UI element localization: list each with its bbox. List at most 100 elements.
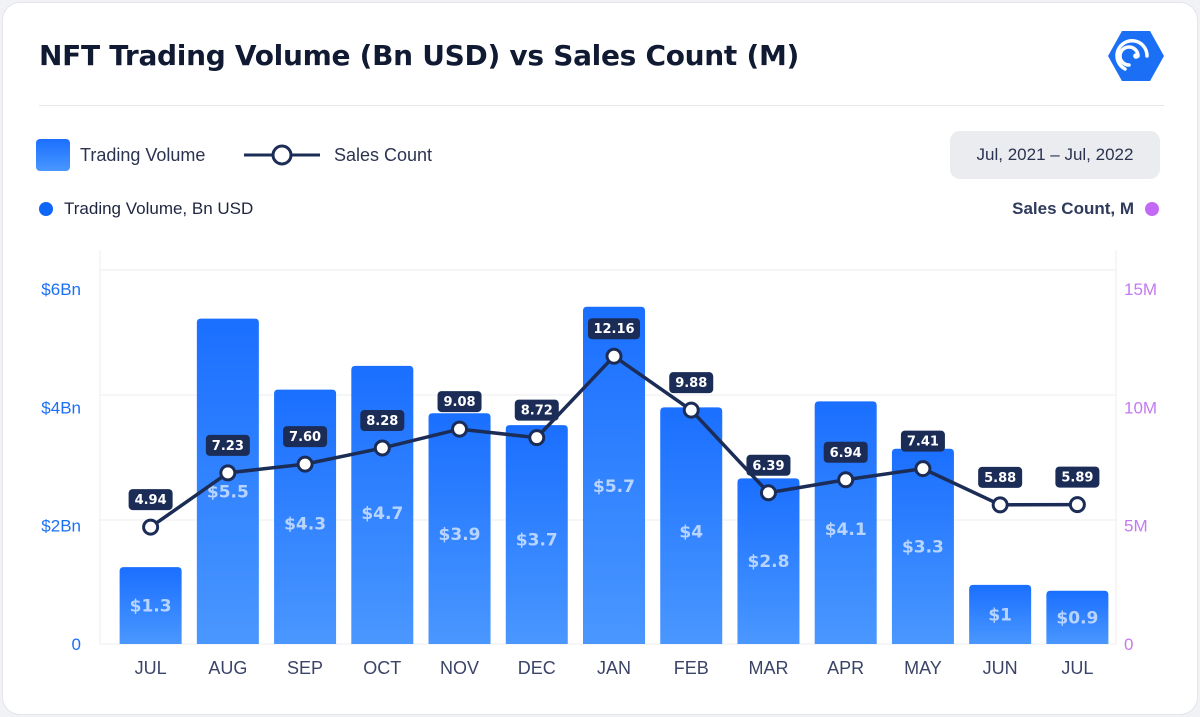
volume-bar-label: $1.3 (130, 597, 172, 617)
sales-count-label-box (900, 430, 945, 452)
sales-count-label: 9.08 (443, 395, 475, 410)
sales-count-point (1068, 496, 1086, 514)
sales-count-label-box (514, 399, 559, 421)
sales-count-point (991, 496, 1009, 514)
volume-bar-label: $4.7 (361, 504, 403, 524)
x-axis-tick-label: JUL (1061, 658, 1093, 678)
sales-count-label: 6.94 (830, 446, 862, 461)
right-axis-tick-label: 0 (1124, 635, 1133, 654)
sales-count-label-box (1055, 466, 1100, 488)
right-axis-tick-label: 5M (1124, 517, 1148, 536)
sales-count-label-box (437, 391, 482, 413)
right-axis-unit-dot (1145, 202, 1159, 216)
legend-bar-label: Trading Volume (80, 145, 206, 165)
sales-count-label-box (823, 441, 868, 463)
sales-count-label: 8.28 (366, 414, 398, 429)
left-axis-unit-label: Trading Volume, Bn USD (64, 199, 254, 218)
volume-bar-label: $1 (988, 605, 1012, 625)
header-divider (39, 105, 1164, 106)
sales-count-label: 6.39 (752, 459, 784, 474)
bar-labels: $1.3 $5.5 $4.3 $4.7 $3.9 $3.7 $5.7 $4 $2.8 $4.1 $3… (130, 477, 1099, 628)
x-axis-tick-label: JUN (983, 658, 1018, 678)
sales-points: 4.94 7.23 7.60 8.28 9.08 8.72 12.16 9.88 6.39 6.9… (128, 318, 1100, 536)
sales-count-label: 7.41 (907, 435, 939, 450)
sales-count-label: 9.88 (675, 376, 707, 391)
sales-count-label-box (205, 434, 250, 456)
sales-count-label-box (128, 489, 173, 511)
volume-bar (737, 478, 800, 644)
x-axis-tick-label: FEB (674, 658, 709, 678)
right-axis-tick-label: 15M (1124, 280, 1157, 299)
volume-bar (274, 389, 337, 644)
volume-bar (891, 448, 954, 644)
volume-bar-label: $5.5 (207, 483, 249, 503)
axis-ticks: 0 $2Bn $4Bn $6Bn 0 5M 10M 15M JUL AUG SEP OCT NOV DEC… (41, 280, 1157, 678)
hexagon-signal-icon (1108, 31, 1164, 81)
sales-count-label-box (283, 426, 328, 448)
sales-count-label-box (669, 372, 714, 394)
volume-bar-label: $2.8 (747, 552, 789, 572)
volume-bar-label: $3.3 (902, 537, 944, 557)
legend-bar-swatch (36, 139, 70, 171)
volume-bar (351, 365, 414, 644)
x-axis-tick-label: SEP (287, 658, 323, 678)
sales-count-point (373, 439, 391, 457)
volume-bar-label: $3.9 (439, 525, 481, 545)
chart-title: NFT Trading Volume (Bn USD) vs Sales Cou… (39, 39, 800, 72)
x-axis-tick-label: APR (827, 658, 864, 678)
x-axis-tick-label: OCT (363, 658, 401, 678)
volume-bar-label: $4.3 (284, 515, 326, 535)
volume-bar-label: $4.1 (825, 520, 867, 540)
volume-bar (428, 413, 491, 644)
left-axis-tick-label: 0 (72, 635, 81, 654)
sales-count-point (682, 401, 700, 419)
x-axis-tick-label: AUG (208, 658, 247, 678)
sales-count-point (528, 429, 546, 447)
x-axis-tick-label: MAY (904, 658, 942, 678)
sales-count-point (451, 420, 469, 438)
legend-line-swatch (244, 144, 320, 166)
sales-count-label: 7.60 (289, 430, 321, 445)
sales-count-point (914, 460, 932, 478)
volume-bar-label: $5.7 (593, 477, 635, 497)
left-axis-tick-label: $2Bn (41, 517, 81, 536)
volume-bar (583, 306, 645, 644)
x-axis-tick-label: JUL (135, 658, 167, 678)
x-axis-tick-label: MAR (748, 658, 788, 678)
right-axis-tick-label: 10M (1124, 398, 1157, 417)
sales-count-point (142, 518, 160, 536)
left-axis-tick-label: $6Bn (41, 280, 81, 299)
sales-count-label: 12.16 (593, 322, 634, 337)
x-axis-tick-label: NOV (440, 658, 479, 678)
left-axis-unit-dot (39, 202, 53, 216)
legend-line-label: Sales Count (334, 145, 433, 165)
sales-count-point (605, 347, 623, 365)
volume-bar (119, 567, 182, 644)
sales-count-label: 7.23 (212, 439, 244, 454)
x-axis-tick-label: JAN (597, 658, 631, 678)
sales-count-label-box (588, 318, 640, 340)
volume-bar-label: $4 (679, 523, 703, 543)
sales-count-label: 4.94 (135, 493, 167, 508)
left-axis-tick-label: $4Bn (41, 398, 81, 417)
volume-bar (1046, 590, 1109, 644)
volume-bar (505, 425, 568, 644)
sales-count-label: 5.89 (1061, 471, 1093, 486)
date-range-button[interactable]: Jul, 2021 – Jul, 2022 (950, 131, 1160, 179)
right-axis-unit-label: Sales Count, M (1012, 199, 1134, 218)
sales-count-label: 8.72 (521, 404, 553, 419)
sales-count-point (837, 471, 855, 489)
x-axis-tick-label: DEC (518, 658, 556, 678)
volume-bar (969, 584, 1032, 644)
sales-count-label: 5.88 (984, 471, 1016, 486)
sales-count-label-box (360, 410, 405, 432)
sales-count-label-box (746, 454, 791, 476)
volume-bar-label: $0.9 (1056, 608, 1098, 628)
sales-count-point (296, 455, 314, 473)
sales-count-label-box (978, 466, 1023, 488)
sales-count-point (759, 484, 777, 502)
volume-bar (660, 407, 723, 644)
sales-count-point (219, 464, 237, 482)
volume-bar-label: $3.7 (516, 530, 558, 550)
